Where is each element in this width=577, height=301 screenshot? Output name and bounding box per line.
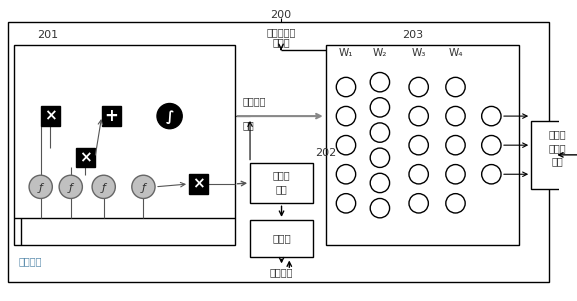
Text: 200: 200 bbox=[271, 10, 291, 20]
Circle shape bbox=[409, 77, 428, 97]
Text: ×: × bbox=[79, 150, 92, 165]
Circle shape bbox=[446, 77, 465, 97]
Circle shape bbox=[370, 73, 389, 92]
Text: 参数: 参数 bbox=[242, 120, 254, 130]
Circle shape bbox=[370, 173, 389, 193]
Text: ƒ: ƒ bbox=[141, 183, 145, 193]
Text: ×: × bbox=[44, 109, 57, 124]
Text: 数据: 数据 bbox=[552, 157, 563, 167]
Text: ƒ: ƒ bbox=[102, 183, 106, 193]
Circle shape bbox=[336, 107, 355, 126]
Circle shape bbox=[409, 165, 428, 184]
Text: 训练样本: 训练样本 bbox=[18, 257, 42, 267]
Bar bbox=[531, 121, 577, 189]
Text: 201: 201 bbox=[37, 29, 58, 39]
Text: 实数据: 实数据 bbox=[272, 37, 290, 48]
Circle shape bbox=[446, 165, 465, 184]
Bar bbox=[41, 107, 60, 126]
Circle shape bbox=[482, 107, 501, 126]
Circle shape bbox=[370, 148, 389, 167]
Text: W₄: W₄ bbox=[448, 48, 463, 58]
Text: W₂: W₂ bbox=[373, 48, 387, 58]
Circle shape bbox=[132, 175, 155, 198]
Circle shape bbox=[29, 175, 53, 198]
Circle shape bbox=[370, 98, 389, 117]
Circle shape bbox=[446, 107, 465, 126]
Text: 分类损失: 分类损失 bbox=[270, 267, 293, 277]
Bar bbox=[102, 107, 121, 126]
Circle shape bbox=[336, 165, 355, 184]
Text: 203: 203 bbox=[402, 29, 424, 39]
Bar bbox=[76, 148, 95, 167]
Text: ×: × bbox=[192, 176, 205, 191]
Text: W₃: W₃ bbox=[411, 48, 426, 58]
Circle shape bbox=[59, 175, 83, 198]
Text: 梯度逆: 梯度逆 bbox=[273, 170, 290, 180]
Circle shape bbox=[336, 194, 355, 213]
Circle shape bbox=[409, 194, 428, 213]
Circle shape bbox=[409, 107, 428, 126]
Text: W₁: W₁ bbox=[339, 48, 353, 58]
Text: 输出变: 输出变 bbox=[549, 129, 566, 139]
Text: 转层: 转层 bbox=[276, 184, 287, 194]
Circle shape bbox=[370, 123, 389, 142]
Text: 分类器: 分类器 bbox=[272, 233, 291, 243]
Text: 应对措施真: 应对措施真 bbox=[267, 27, 296, 37]
Text: +: + bbox=[104, 107, 118, 125]
Text: ƒ: ƒ bbox=[69, 183, 73, 193]
Text: 平衡表示: 平衡表示 bbox=[242, 96, 266, 107]
Circle shape bbox=[482, 165, 501, 184]
Circle shape bbox=[336, 135, 355, 155]
Circle shape bbox=[336, 77, 355, 97]
Bar bbox=[14, 45, 234, 245]
Text: 量预测: 量预测 bbox=[549, 143, 566, 153]
Bar bbox=[8, 22, 549, 282]
Text: ∫: ∫ bbox=[166, 110, 174, 124]
Circle shape bbox=[409, 135, 428, 155]
Circle shape bbox=[92, 175, 115, 198]
Circle shape bbox=[482, 135, 501, 155]
Bar bbox=[325, 45, 519, 245]
Bar bbox=[250, 220, 313, 257]
Text: 202: 202 bbox=[315, 148, 336, 158]
Bar bbox=[189, 174, 208, 194]
Circle shape bbox=[370, 198, 389, 218]
Bar bbox=[250, 163, 313, 203]
Text: ƒ: ƒ bbox=[39, 183, 43, 193]
Circle shape bbox=[446, 194, 465, 213]
Circle shape bbox=[446, 135, 465, 155]
Circle shape bbox=[157, 104, 182, 129]
